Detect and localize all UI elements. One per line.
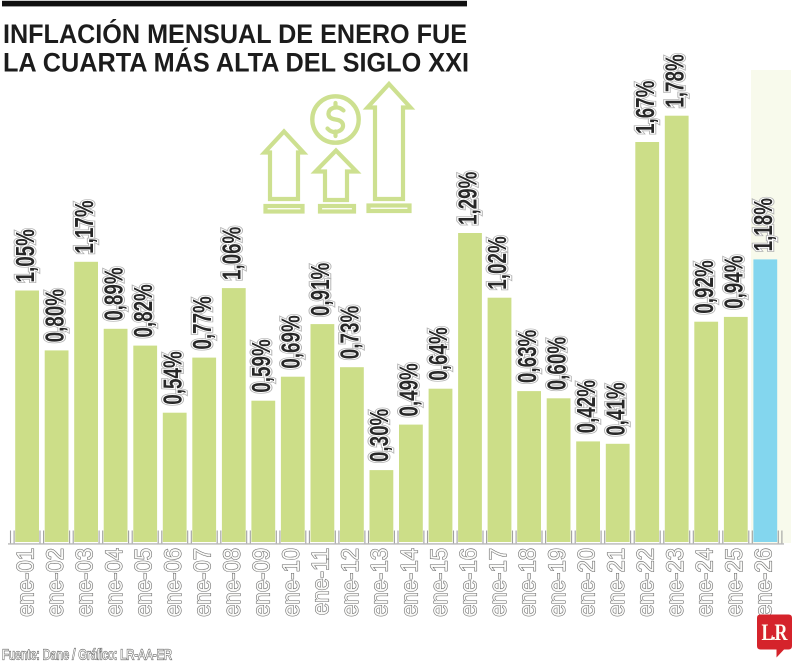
svg-text:ene-17: ene-17 [484,548,511,617]
svg-text:ene-20: ene-20 [573,548,600,617]
svg-text:ene-03: ene-03 [71,548,98,617]
svg-text:Fuente: Dane / Gráfico: LR-AA-: Fuente: Dane / Gráfico: LR-AA-ER [2,648,172,664]
svg-text:0,92%: 0,92% [689,260,719,313]
svg-text:1,05%: 1,05% [10,229,40,282]
svg-text:1,78%: 1,78% [659,54,689,107]
svg-text:ene-16: ene-16 [454,548,481,617]
svg-text:ene-06: ene-06 [159,548,186,617]
svg-text:ene-22: ene-22 [632,548,659,617]
svg-text:ene-26: ene-26 [750,548,777,617]
svg-text:ene-07: ene-07 [189,548,216,617]
svg-text:1,67%: 1,67% [630,81,660,134]
svg-text:ene-18: ene-18 [514,548,541,617]
svg-text:0,80%: 0,80% [39,289,69,342]
svg-text:L: L [762,621,774,646]
svg-text:1,02%: 1,02% [482,236,512,289]
svg-text:ene-10: ene-10 [277,548,304,617]
svg-text:1,06%: 1,06% [216,227,246,280]
svg-text:1,29%: 1,29% [453,172,483,225]
svg-text:ene-23: ene-23 [661,548,688,617]
svg-text:0,80%: 0,80% [39,289,69,342]
svg-text:0,42%: 0,42% [571,380,601,433]
svg-text:ene-05: ene-05 [130,548,157,617]
svg-text:0,54%: 0,54% [157,351,187,404]
svg-text:0,64%: 0,64% [423,327,453,380]
svg-text:0,69%: 0,69% [275,315,305,368]
svg-text:0,82%: 0,82% [128,284,158,337]
svg-text:1,67%: 1,67% [630,81,660,134]
svg-text:0,63%: 0,63% [512,330,542,383]
svg-text:1,18%: 1,18% [748,198,778,251]
svg-text:0,91%: 0,91% [305,263,335,316]
svg-text:1,05%: 1,05% [10,229,40,282]
svg-text:1,29%: 1,29% [453,172,483,225]
svg-text:0,92%: 0,92% [689,260,719,313]
svg-text:0,73%: 0,73% [335,306,365,359]
svg-text:0,41%: 0,41% [600,382,630,435]
svg-text:0,73%: 0,73% [335,306,365,359]
svg-text:1,18%: 1,18% [748,198,778,251]
svg-text:ene-25: ene-25 [720,548,747,617]
svg-text:0,77%: 0,77% [187,296,217,349]
svg-text:ene-08: ene-08 [218,548,245,617]
svg-text:0,49%: 0,49% [394,363,424,416]
svg-text:0,89%: 0,89% [98,267,128,320]
svg-text:0,64%: 0,64% [423,327,453,380]
svg-text:ene-01: ene-01 [12,548,39,617]
svg-text:ene-19: ene-19 [543,548,570,617]
svg-text:ene-24: ene-24 [691,548,718,617]
svg-text:0,63%: 0,63% [512,330,542,383]
svg-text:1,17%: 1,17% [69,200,99,253]
svg-text:0,59%: 0,59% [246,339,276,392]
svg-text:ene-12: ene-12 [336,548,363,617]
svg-text:0,60%: 0,60% [541,337,571,390]
svg-text:ene-11: ene-11 [307,548,334,615]
svg-text:LA CUARTA MÁS ALTA DEL SIGLO X: LA CUARTA MÁS ALTA DEL SIGLO XXI [3,47,469,78]
svg-text:0,77%: 0,77% [187,296,217,349]
svg-text:0,54%: 0,54% [157,351,187,404]
svg-text:1,06%: 1,06% [216,227,246,280]
svg-text:0,42%: 0,42% [571,380,601,433]
svg-text:ene-13: ene-13 [366,548,393,617]
svg-text:ene-15: ene-15 [425,548,452,617]
svg-text:R: R [775,621,789,646]
svg-text:0,60%: 0,60% [541,337,571,390]
svg-text:0,59%: 0,59% [246,339,276,392]
svg-text:0,30%: 0,30% [364,409,394,462]
svg-text:1,17%: 1,17% [69,200,99,253]
svg-text:1,02%: 1,02% [482,236,512,289]
svg-text:ene-09: ene-09 [248,548,275,617]
svg-text:0,82%: 0,82% [128,284,158,337]
svg-text:0,91%: 0,91% [305,263,335,316]
svg-text:0,30%: 0,30% [364,409,394,462]
svg-text:1,78%: 1,78% [659,54,689,107]
svg-text:ene-21: ene-21 [602,548,629,617]
svg-text:ene-02: ene-02 [41,548,68,617]
svg-text:0,49%: 0,49% [394,363,424,416]
svg-text:ene-14: ene-14 [395,548,422,617]
svg-text:0,89%: 0,89% [98,267,128,320]
svg-text:ene-04: ene-04 [100,548,127,617]
svg-text:0,94%: 0,94% [718,255,748,308]
svg-text:0,41%: 0,41% [600,382,630,435]
svg-text:INFLACIÓN MENSUAL DE ENERO FUE: INFLACIÓN MENSUAL DE ENERO FUE [3,18,467,49]
svg-text:0,69%: 0,69% [275,315,305,368]
svg-text:0,94%: 0,94% [718,255,748,308]
